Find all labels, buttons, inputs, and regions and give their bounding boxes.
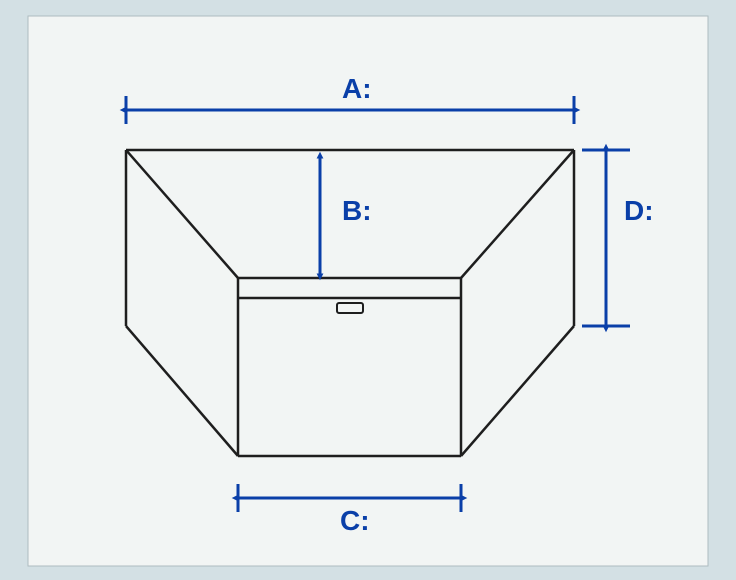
dim-b-label: B:	[342, 195, 372, 226]
dim-d-label: D:	[624, 195, 654, 226]
dim-c-label: C:	[340, 505, 370, 536]
dim-a-label: A:	[342, 73, 372, 104]
diagram-canvas: A: B: C: D:	[0, 0, 736, 580]
